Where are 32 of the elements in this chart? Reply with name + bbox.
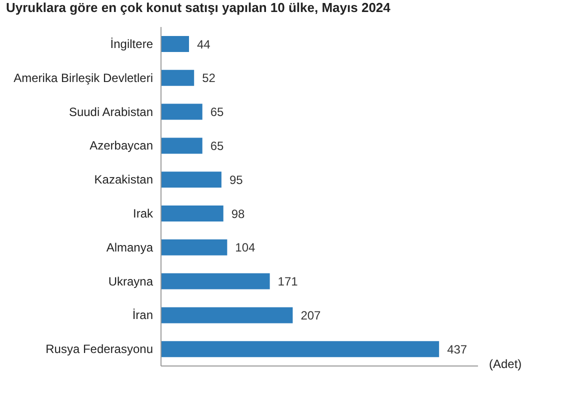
bar xyxy=(161,138,202,154)
y-tick-label: Irak xyxy=(132,206,154,220)
data-label: 52 xyxy=(202,71,216,86)
data-label: 437 xyxy=(447,342,468,356)
y-tick-label: Ukrayna xyxy=(108,274,154,288)
bar xyxy=(161,341,440,358)
y-tick-label: Kazakistan xyxy=(94,172,153,187)
bar xyxy=(161,273,270,290)
bar xyxy=(161,239,228,256)
data-label: 95 xyxy=(229,172,244,187)
bar xyxy=(161,104,202,120)
y-tick-label: Azerbaycan xyxy=(90,138,153,153)
y-tick-label: Suudi Arabistan xyxy=(68,104,153,119)
x-axis-title: (Adet) xyxy=(489,357,522,371)
data-label: 104 xyxy=(235,240,256,255)
data-label: 98 xyxy=(231,206,246,221)
data-label: 171 xyxy=(278,274,298,289)
bar xyxy=(161,307,293,324)
bar xyxy=(161,206,224,222)
y-tick-label: Rusya Federasyonu xyxy=(46,342,153,356)
y-tick-label: İran xyxy=(132,308,153,322)
data-label: 207 xyxy=(300,308,322,322)
y-tick-label: Amerika Birleşik Devletleri xyxy=(14,70,153,85)
bar xyxy=(161,36,189,52)
data-label: 65 xyxy=(210,138,224,153)
data-label: 44 xyxy=(197,37,211,52)
data-label: 65 xyxy=(210,105,224,120)
y-tick-label: Almanya xyxy=(106,240,154,254)
y-tick-label: İngiltere xyxy=(110,36,154,51)
bar xyxy=(161,70,194,86)
bar xyxy=(161,172,222,188)
chart-title: Uyruklara göre en çok konut satışı yapılan 10 ülke, Mayıs 2024 xyxy=(6,0,390,15)
